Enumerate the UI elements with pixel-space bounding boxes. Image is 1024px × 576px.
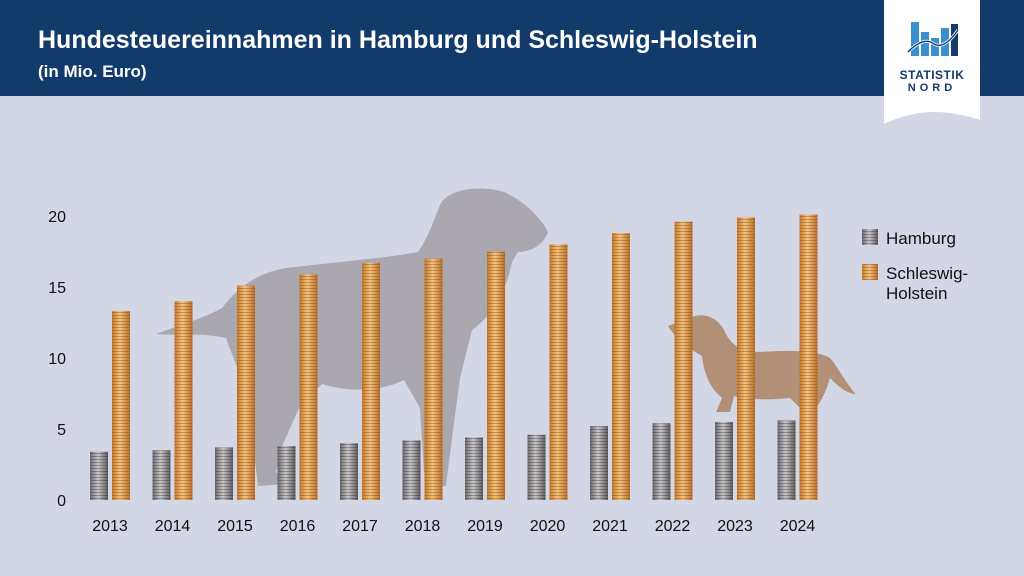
legend-swatch-texture xyxy=(862,264,878,280)
bar-hamburg-texture xyxy=(715,421,733,500)
legend: Hamburg Schleswig-Holstein xyxy=(862,229,968,303)
bar-schleswig-holstein-texture xyxy=(424,258,443,500)
x-tick-label: 2020 xyxy=(530,518,566,535)
bar-hamburg-texture xyxy=(465,437,483,500)
bar-hamburg-texture xyxy=(590,426,608,500)
x-tick-label: 2015 xyxy=(217,518,253,535)
logo-swoosh-icon xyxy=(907,29,959,53)
x-tick-label: 2013 xyxy=(92,518,128,535)
legend-label: Schleswig- xyxy=(886,264,968,283)
y-axis: 0 5 10 15 20 xyxy=(48,209,66,510)
legend-swatch-texture xyxy=(862,229,878,245)
x-tick-label: 2016 xyxy=(280,518,316,535)
bar-hamburg-texture xyxy=(652,423,671,500)
y-tick-label: 5 xyxy=(57,422,66,439)
y-tick-label: 20 xyxy=(48,209,66,226)
dachshund-silhouette-icon xyxy=(668,315,856,414)
x-tick-label: 2021 xyxy=(592,518,628,535)
bar-schleswig-holstein-texture xyxy=(799,214,818,500)
bar-schleswig-holstein-texture xyxy=(487,251,505,500)
bar-schleswig-holstein-texture xyxy=(612,233,630,501)
logo-bar-icon xyxy=(931,38,939,56)
legend-label: Holstein xyxy=(886,284,947,303)
bar-hamburg-texture xyxy=(340,443,358,500)
bar-hamburg-texture xyxy=(152,450,171,500)
x-tick-label: 2023 xyxy=(717,518,753,535)
bar-schleswig-holstein-texture xyxy=(362,262,380,500)
bar-schleswig-holstein-texture xyxy=(674,221,693,500)
x-tick-label: 2024 xyxy=(780,518,816,535)
bar-hamburg-texture xyxy=(277,446,296,500)
logo-badge xyxy=(884,0,980,124)
bar-schleswig-holstein-texture xyxy=(549,244,568,500)
y-tick-label: 0 xyxy=(57,493,66,510)
bar-schleswig-holstein-texture xyxy=(737,217,755,501)
page-subtitle: (in Mio. Euro) xyxy=(38,62,147,81)
y-tick-label: 15 xyxy=(48,280,66,297)
x-tick-label: 2018 xyxy=(405,518,441,535)
x-tick-label: 2017 xyxy=(342,518,378,535)
x-axis: 2013 2014 2015 2016 2017 2018 2019 2020 2021 2022… xyxy=(92,518,815,535)
logo-bar-icon xyxy=(951,24,958,56)
header-bar: Hundesteuereinnahmen in Hamburg und Schl… xyxy=(0,0,1024,96)
bar-hamburg-texture xyxy=(777,420,796,500)
bar-hamburg-texture xyxy=(90,451,108,500)
logo-bar-icon xyxy=(911,22,919,56)
logo-bar-icon xyxy=(921,32,929,56)
bar-schleswig-holstein-texture xyxy=(174,301,193,500)
bar-hamburg-texture xyxy=(402,440,421,500)
logo-text-statistik: STATISTIK xyxy=(899,68,965,82)
logo-text-nord: NORD xyxy=(907,82,957,94)
bar-schleswig-holstein-texture xyxy=(237,285,255,500)
bar-schleswig-holstein-texture xyxy=(299,274,318,500)
statistik-nord-logo: STATISTIK NORD xyxy=(884,0,980,124)
x-tick-label: 2022 xyxy=(655,518,691,535)
bar-hamburg-texture xyxy=(215,447,233,500)
y-tick-label: 10 xyxy=(48,351,66,368)
legend-label: Hamburg xyxy=(886,229,956,248)
bars xyxy=(90,214,818,501)
x-tick-label: 2014 xyxy=(155,518,191,535)
bar-hamburg-texture xyxy=(527,434,546,500)
bar-schleswig-holstein-texture xyxy=(112,311,130,500)
page-title: Hundesteuereinnahmen in Hamburg und Schl… xyxy=(38,26,758,54)
x-tick-label: 2019 xyxy=(467,518,503,535)
